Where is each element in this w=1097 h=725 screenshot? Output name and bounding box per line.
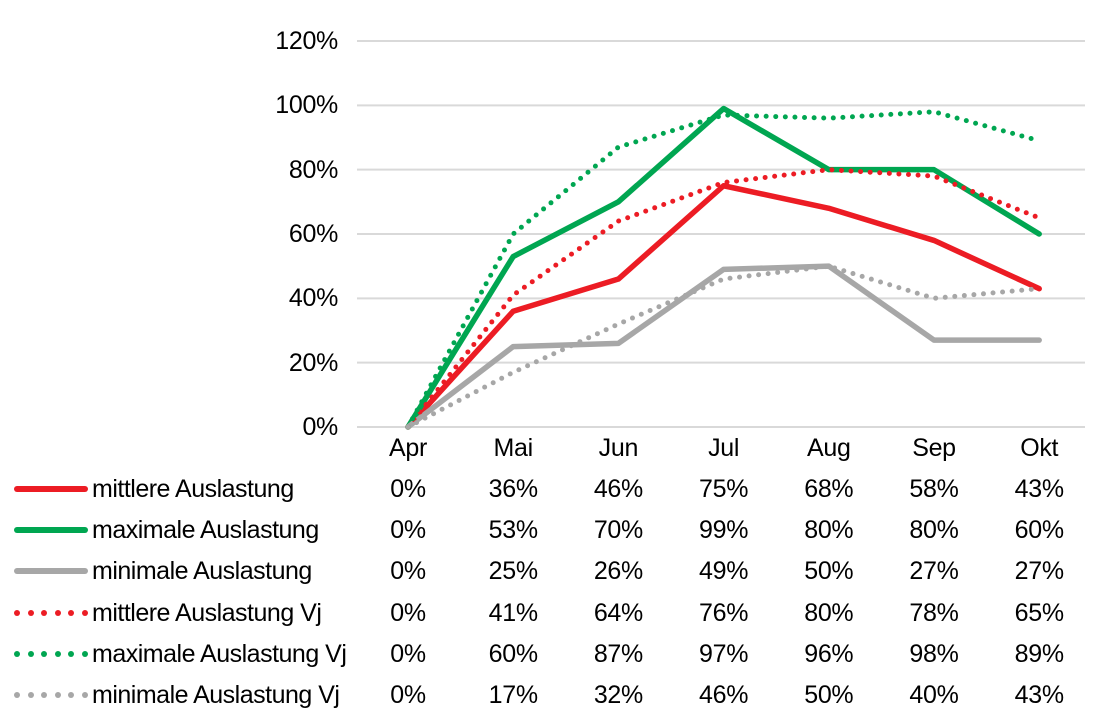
- table-value-cell: 80%: [909, 515, 959, 544]
- month-label-okt: Okt: [1020, 434, 1059, 462]
- table-value-cell: 60%: [488, 639, 538, 668]
- table-value-cell: 75%: [699, 474, 749, 503]
- table-value-cell: 36%: [488, 474, 538, 503]
- table-value-cell: 17%: [488, 681, 538, 710]
- swatch-dot: [68, 692, 75, 699]
- legend-solid-line-swatch: [14, 526, 88, 533]
- table-value-cell: 0%: [390, 515, 426, 544]
- swatch-dot: [68, 609, 75, 616]
- table-value-cell: 0%: [390, 681, 426, 710]
- table-value-cell: 65%: [1014, 598, 1064, 627]
- series-line-minimale-auslastung-vj: [405, 263, 1042, 430]
- y-axis-tick-label: 20%: [288, 348, 338, 377]
- y-axis-tick-label: 100%: [275, 91, 338, 120]
- y-axis-tick-label: 80%: [288, 155, 338, 184]
- legend-label: minimale Auslastung: [92, 557, 312, 586]
- swatch-dot: [27, 650, 34, 657]
- swatch-dot: [54, 692, 61, 699]
- table-value-cell: 50%: [804, 557, 854, 586]
- table-value-cell: 43%: [1014, 474, 1064, 503]
- swatch-dot: [68, 650, 75, 657]
- table-value-cell: 32%: [593, 681, 643, 710]
- y-axis-tick-label: 0%: [302, 413, 338, 441]
- legend-label: maximale Auslastung Vj: [92, 639, 347, 668]
- table-value-cell: 96%: [804, 639, 854, 668]
- table-value-cell: 50%: [804, 681, 854, 710]
- series-line-maximale-auslastung: [405, 105, 1042, 430]
- legend-label: maximale Auslastung: [92, 515, 319, 544]
- month-label-mai: Mai: [493, 434, 533, 462]
- table-value-cell: 68%: [804, 474, 854, 503]
- table-value-cell: 0%: [390, 598, 426, 627]
- y-axis-tick-label: 120%: [275, 27, 338, 55]
- table-value-cell: 99%: [699, 515, 749, 544]
- swatch-dot: [54, 650, 61, 657]
- legend-dotted-line-swatch: [14, 650, 88, 657]
- table-value-cell: 80%: [804, 515, 854, 544]
- swatch-dot: [27, 609, 34, 616]
- legend-solid-line-swatch: [14, 485, 88, 492]
- table-value-cell: 43%: [1014, 681, 1064, 710]
- legend-dotted-line-swatch: [14, 609, 88, 616]
- series-line-minimale-auslastung: [405, 263, 1042, 430]
- table-value-cell: 60%: [1014, 515, 1064, 544]
- swatch-dot: [14, 609, 20, 616]
- month-label-apr: Apr: [388, 434, 427, 462]
- table-value-cell: 98%: [909, 639, 959, 668]
- month-label-jul: Jul: [708, 434, 740, 462]
- table-value-cell: 26%: [593, 557, 643, 586]
- table-value-cell: 0%: [390, 474, 426, 503]
- table-value-cell: 97%: [699, 639, 749, 668]
- table-value-cell: 87%: [593, 639, 643, 668]
- swatch-dot: [27, 692, 34, 699]
- table-value-cell: 46%: [699, 681, 749, 710]
- swatch-dot: [81, 692, 88, 699]
- legend-label: minimale Auslastung Vj: [92, 681, 340, 710]
- series-line-maximale-auslastung-vj: [405, 109, 1042, 430]
- month-label-aug: Aug: [807, 434, 851, 462]
- legend-dotted-line-swatch: [14, 692, 88, 699]
- swatch-dot: [81, 609, 88, 616]
- series-line-mittlere-auslastung: [405, 183, 1042, 430]
- table-value-cell: 40%: [909, 681, 959, 710]
- y-axis-tick-label: 60%: [288, 220, 338, 248]
- table-value-cell: 25%: [488, 557, 538, 586]
- legend-label: mittlere Auslastung: [92, 474, 294, 503]
- table-value-cell: 49%: [699, 557, 749, 586]
- swatch-dot: [41, 692, 48, 699]
- table-value-cell: 46%: [593, 474, 643, 503]
- swatch-dot: [14, 692, 20, 699]
- swatch-dot: [41, 650, 48, 657]
- table-value-cell: 70%: [593, 515, 643, 544]
- table-value-cell: 27%: [909, 557, 959, 586]
- table-value-cell: 80%: [804, 598, 854, 627]
- table-value-cell: 41%: [488, 598, 538, 627]
- table-value-cell: 89%: [1014, 639, 1064, 668]
- swatch-dot: [41, 609, 48, 616]
- table-value-cell: 76%: [699, 598, 749, 627]
- swatch-dot: [54, 609, 61, 616]
- legend-label: mittlere Auslastung Vj: [92, 598, 322, 627]
- month-label-jun: Jun: [598, 434, 639, 462]
- month-label-sep: Sep: [912, 434, 956, 462]
- table-value-cell: 0%: [390, 639, 426, 668]
- swatch-dot: [81, 650, 88, 657]
- table-value-cell: 58%: [909, 474, 959, 503]
- table-value-cell: 64%: [593, 598, 643, 627]
- table-value-cell: 78%: [909, 598, 959, 627]
- legend-solid-line-swatch: [14, 568, 88, 575]
- table-value-cell: 0%: [390, 557, 426, 586]
- table-value-cell: 53%: [488, 515, 538, 544]
- swatch-dot: [14, 650, 20, 657]
- table-value-cell: 27%: [1014, 557, 1064, 586]
- y-axis-tick-label: 40%: [288, 284, 338, 313]
